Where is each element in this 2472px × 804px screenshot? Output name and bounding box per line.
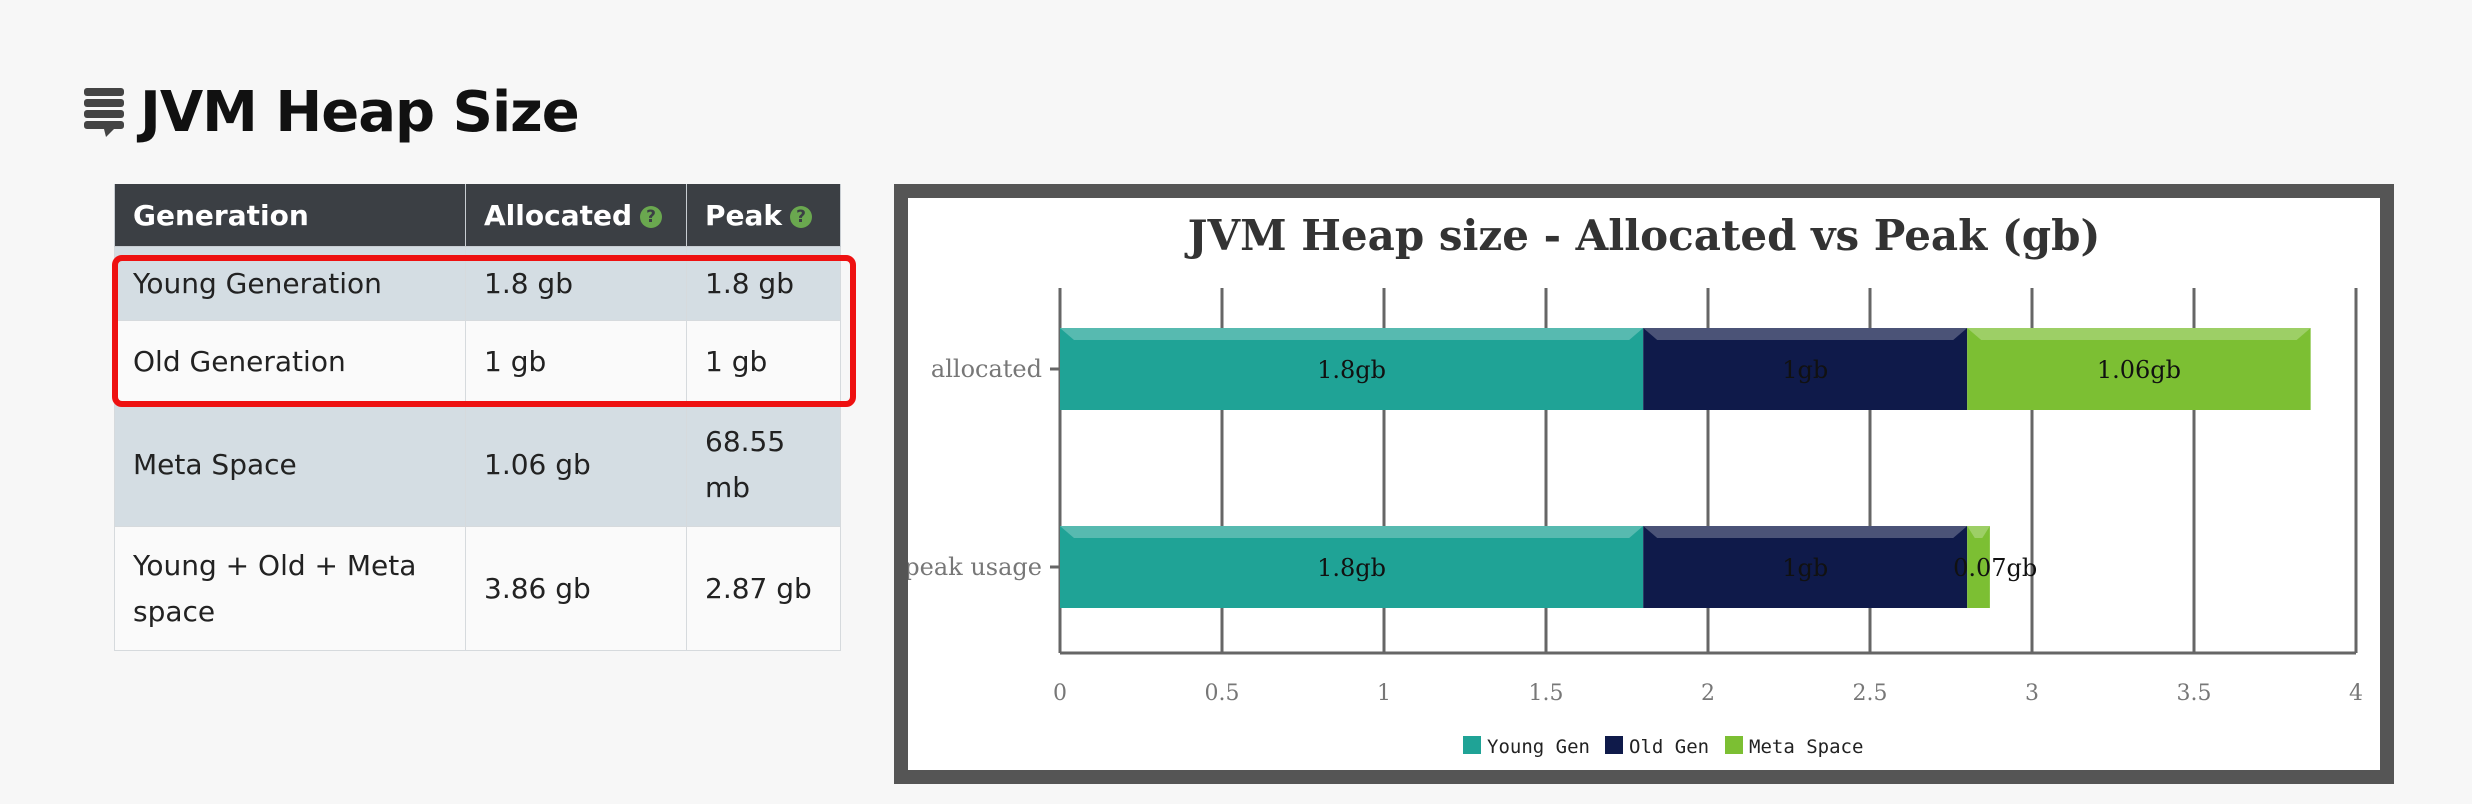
legend-swatch (1605, 736, 1623, 754)
header-peak: Peak? (686, 184, 841, 247)
x-tick-label: 2.5 (1853, 681, 1888, 706)
heap-size-table: Generation Allocated? Peak? Young Genera… (114, 184, 841, 651)
legend-label: Young Gen (1487, 736, 1590, 758)
bar-bevel (1967, 328, 2311, 340)
category-label: allocated (931, 355, 1042, 383)
data-label: 1gb (1782, 356, 1828, 384)
cell-generation: Old Generation (114, 320, 466, 403)
bar-bevel (1967, 526, 1990, 538)
table-header-row: Generation Allocated? Peak? (114, 184, 841, 247)
x-tick-label: 4 (2349, 681, 2363, 706)
bar-bevel (1643, 526, 1968, 538)
table-row: Young Generation 1.8 gb 1.8 gb (114, 246, 841, 321)
header-allocated: Allocated? (465, 184, 687, 247)
x-tick-label: 3 (2025, 681, 2039, 706)
data-label: 1.8gb (1317, 554, 1386, 582)
chart-title: JVM Heap size - Allocated vs Peak (gb) (1184, 211, 2101, 260)
x-tick-label: 0.5 (1205, 681, 1240, 706)
bar-segment[interactable] (1643, 328, 1968, 410)
x-tick-label: 2 (1701, 681, 1715, 706)
bar-bevel (1643, 328, 1968, 340)
cell-allocated: 3.86 gb (465, 526, 687, 651)
bar-segment[interactable] (1060, 328, 1644, 410)
cell-generation: Meta Space (114, 402, 466, 527)
legend-swatch (1463, 736, 1481, 754)
help-icon[interactable]: ? (640, 205, 663, 228)
cell-generation: Young + Old + Meta space (114, 526, 466, 651)
category-labels: allocated peak usage (908, 355, 1060, 581)
bar-bevel (1060, 526, 1644, 538)
help-icon[interactable]: ? (790, 205, 813, 228)
legend-label: Meta Space (1749, 736, 1863, 758)
chart-panel: JVM Heap size - Allocated vs Peak (gb) 1… (894, 184, 2394, 784)
page-heading: JVM Heap Size (82, 72, 580, 152)
cell-allocated: 1 gb (465, 320, 687, 403)
category-label: peak usage (908, 553, 1042, 581)
chart-legend: Young Gen Old Gen Meta Space (1463, 736, 1863, 758)
heap-bar-chart: JVM Heap size - Allocated vs Peak (gb) 1… (908, 211, 2363, 758)
cell-peak: 68.55 mb (686, 402, 841, 527)
legend-label: Old Gen (1629, 736, 1709, 758)
page-title: JVM Heap Size (140, 79, 580, 145)
data-label: 0.07gb (1953, 554, 2037, 582)
x-axis-ticks: 0 0.5 1 1.5 2 2.5 3 3.5 4 (1053, 681, 2363, 706)
bar-segment[interactable] (1967, 328, 2311, 410)
cell-allocated: 1.8 gb (465, 246, 687, 321)
cell-generation: Young Generation (114, 246, 466, 321)
x-tick-label: 3.5 (2177, 681, 2212, 706)
chart-bars: 1.8gb 1gb 1.06gb 1.8gb 1gb 0.07gb (1060, 328, 2311, 608)
cell-peak: 1.8 gb (686, 246, 841, 321)
cell-allocated: 1.06 gb (465, 402, 687, 527)
header-generation: Generation (114, 184, 466, 247)
bar-segment[interactable] (1060, 526, 1644, 608)
data-label: 1.8gb (1317, 356, 1386, 384)
bar-segment[interactable] (1967, 526, 1990, 608)
x-tick-label: 1.5 (1529, 681, 1564, 706)
cell-peak: 2.87 gb (686, 526, 841, 651)
chart-area: JVM Heap size - Allocated vs Peak (gb) 1… (908, 198, 2380, 770)
x-tick-label: 0 (1053, 681, 1067, 706)
table-row: Young + Old + Meta space 3.86 gb 2.87 gb (114, 526, 841, 651)
x-tick-label: 1 (1377, 681, 1391, 706)
cell-peak: 1 gb (686, 320, 841, 403)
data-label: 1.06gb (2097, 356, 2181, 384)
bar-segment[interactable] (1643, 526, 1968, 608)
data-label: 1gb (1782, 554, 1828, 582)
bar-bevel (1060, 328, 1644, 340)
table-row: Old Generation 1 gb 1 gb (114, 320, 841, 403)
legend-swatch (1725, 736, 1743, 754)
stacked-layers-icon (84, 88, 124, 137)
table-row: Meta Space 1.06 gb 68.55 mb (114, 402, 841, 527)
